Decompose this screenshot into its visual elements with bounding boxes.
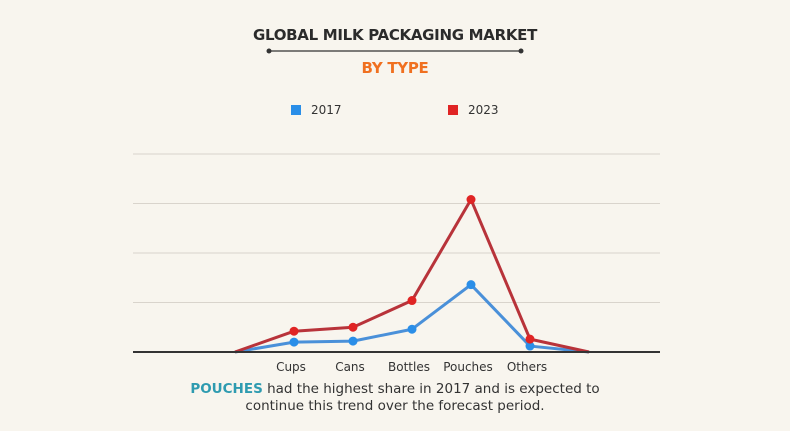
x-tick-label: Bottles — [388, 360, 430, 374]
data-point-2023-pouches — [466, 195, 476, 205]
data-point-2017-others — [525, 341, 535, 351]
data-point-2023-cups — [289, 326, 299, 336]
legend-item-2023: 2023 — [448, 103, 499, 117]
x-tick-label: Cups — [276, 360, 306, 374]
x-tick-label: Pouches — [443, 360, 493, 374]
data-point-2023-bottles — [407, 296, 417, 306]
note-text-2: continue this trend over the forecast pe… — [245, 398, 545, 414]
legend-swatch-2017 — [291, 105, 301, 115]
note-highlight: POUCHES — [190, 381, 263, 397]
data-point-2023-cans — [348, 322, 358, 332]
data-point-2017-cups — [289, 337, 299, 347]
note-text: had the highest share in 2017 and is exp… — [262, 381, 600, 397]
x-tick-label: Cans — [335, 360, 365, 374]
legend-label: 2023 — [468, 103, 499, 117]
chart-note: POUCHES had the highest share in 2017 an… — [0, 381, 790, 415]
chart-title: GLOBAL MILK PACKAGING MARKET — [252, 26, 538, 44]
data-point-2017-cans — [348, 336, 358, 346]
chart-subtitle: BY TYPE — [361, 59, 429, 77]
legend-label: 2017 — [311, 103, 342, 117]
data-point-2023-others — [525, 334, 535, 344]
legend-item-2017: 2017 — [291, 103, 342, 117]
data-point-2017-pouches — [466, 280, 476, 290]
x-tick-label: Others — [507, 360, 547, 374]
data-point-2017-bottles — [407, 324, 417, 334]
legend-swatch-2023 — [448, 105, 458, 115]
